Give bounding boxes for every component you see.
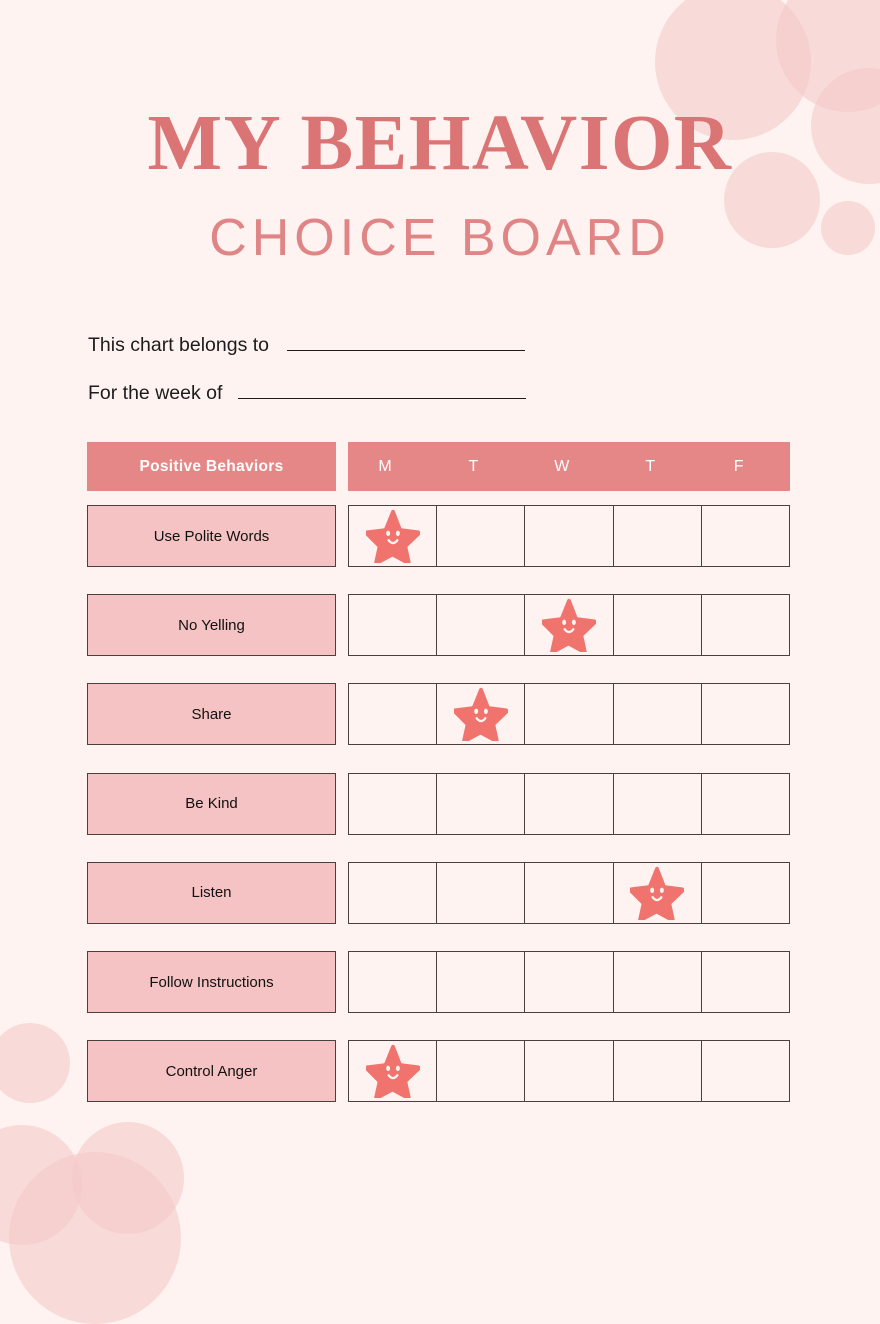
day-cell-empty[interactable]: [525, 952, 614, 1012]
day-cell-marked[interactable]: [525, 595, 614, 656]
table-header-behaviors: Positive Behaviors: [87, 442, 336, 491]
table-row: Control Anger: [0, 1040, 880, 1103]
day-cell-empty[interactable]: [702, 774, 789, 834]
day-cell-empty[interactable]: [437, 952, 526, 1012]
week-of-label: For the week of: [88, 382, 223, 404]
behavior-day-grid: [348, 772, 790, 835]
day-cell-empty[interactable]: [525, 773, 614, 834]
day-cell-empty[interactable]: [437, 595, 526, 656]
day-cell-empty[interactable]: [437, 506, 526, 566]
day-cell-empty[interactable]: [614, 952, 702, 1012]
star-icon: [365, 509, 420, 563]
day-cell-empty[interactable]: [702, 506, 789, 566]
day-cell-marked[interactable]: [614, 862, 702, 923]
day-cell-empty[interactable]: [525, 1041, 614, 1102]
star-icon: [453, 687, 508, 742]
table-row: Use Polite Words: [0, 505, 880, 567]
behavior-label: No Yelling: [87, 594, 336, 657]
behavior-day-grid: [348, 1040, 790, 1103]
day-header-cell: T: [468, 457, 479, 475]
day-header-cell: F: [733, 457, 744, 475]
day-cell-empty[interactable]: [702, 863, 789, 923]
table-row: Listen: [0, 861, 880, 924]
day-cell-marked[interactable]: [349, 506, 438, 566]
star-icon: [365, 1044, 420, 1099]
day-cell-empty[interactable]: [437, 773, 526, 834]
day-cell-empty[interactable]: [525, 862, 614, 923]
behavior-chart-sheet: MY BEHAVIOR CHOICE BOARD This chart belo…: [0, 100, 880, 1103]
day-cell-empty[interactable]: [349, 595, 438, 656]
day-cell-empty[interactable]: [525, 506, 614, 566]
day-cell-empty[interactable]: [702, 952, 789, 1012]
behavior-day-grid: [348, 951, 790, 1013]
chart-owner-field: This chart belongs to: [88, 334, 526, 357]
day-cell-empty[interactable]: [525, 684, 614, 745]
day-header-cell: W: [554, 457, 570, 475]
day-cell-empty[interactable]: [349, 773, 438, 834]
week-of-field: For the week of: [88, 382, 527, 405]
table-row: Be Kind: [0, 772, 880, 835]
behavior-label: Control Anger: [87, 1040, 336, 1103]
table-row: Share: [0, 683, 880, 746]
table-row: Follow Instructions: [0, 951, 880, 1013]
day-cell-marked[interactable]: [437, 684, 526, 745]
day-cell-empty[interactable]: [614, 773, 702, 834]
day-cell-empty[interactable]: [437, 862, 526, 923]
day-cell-empty[interactable]: [437, 1041, 526, 1102]
day-header-cell: M: [378, 457, 393, 475]
page-title: MY BEHAVIOR: [147, 100, 733, 187]
behavior-day-grid: [348, 861, 790, 924]
behavior-day-grid: [348, 594, 790, 657]
table-row: No Yelling: [0, 594, 880, 657]
day-cell-empty[interactable]: [702, 595, 789, 655]
star-icon: [630, 866, 685, 920]
day-cell-empty[interactable]: [349, 862, 438, 923]
day-cell-empty[interactable]: [614, 1041, 702, 1102]
behavior-day-grid: [348, 683, 790, 746]
day-cell-marked[interactable]: [349, 1041, 438, 1102]
day-cell-empty[interactable]: [614, 684, 702, 745]
week-of-input[interactable]: [238, 397, 527, 399]
day-cell-empty[interactable]: [349, 684, 438, 745]
day-cell-empty[interactable]: [614, 506, 702, 566]
day-cell-empty[interactable]: [614, 595, 702, 656]
behavior-day-grid: [348, 505, 790, 567]
chart-owner-label: This chart belongs to: [88, 334, 270, 356]
page-subtitle: CHOICE BOARD: [209, 209, 671, 267]
chart-owner-input[interactable]: [287, 349, 526, 351]
behavior-label: Listen: [87, 861, 336, 924]
behavior-label: Follow Instructions: [87, 951, 336, 1013]
day-header-cell: T: [645, 457, 656, 475]
behavior-label: Use Polite Words: [87, 505, 336, 567]
day-cell-empty[interactable]: [702, 1041, 789, 1101]
behavior-label: Share: [87, 683, 336, 746]
behavior-label: Be Kind: [87, 772, 336, 835]
day-cell-empty[interactable]: [702, 684, 789, 744]
day-cell-empty[interactable]: [349, 952, 438, 1012]
star-icon: [542, 598, 596, 653]
